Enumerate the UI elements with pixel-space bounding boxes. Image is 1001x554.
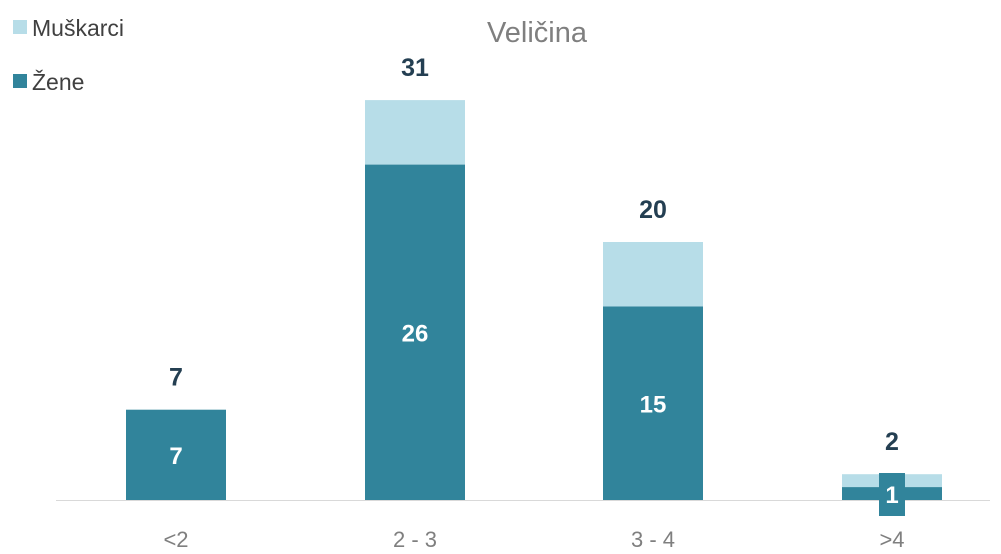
zene-data-label: 1 (885, 482, 898, 509)
x-tick-label: <2 (163, 527, 188, 552)
total-data-label: 7 (169, 364, 183, 392)
legend-swatch-zene (13, 74, 27, 88)
x-tick-label: >4 (879, 527, 904, 552)
bar-zene (126, 409, 226, 500)
data-labels-layer: 7 7 31 26 20 15 2 1 (169, 54, 905, 516)
chart-title: Veličina (487, 17, 588, 49)
x-tick-label: 3 - 4 (631, 527, 675, 552)
legend-swatch-muskarci (13, 20, 27, 34)
x-tick-label: 2 - 3 (393, 527, 437, 552)
bar-zene (365, 164, 465, 500)
zene-data-label: 26 (402, 320, 429, 347)
legend-label-zene: Žene (32, 69, 84, 95)
x-axis-ticks: <2 2 - 3 3 - 4 >4 (163, 527, 904, 552)
total-data-label: 31 (401, 54, 429, 82)
total-data-label: 2 (885, 428, 899, 456)
bar-zene (603, 306, 703, 500)
bar-muskarci (365, 100, 465, 165)
data-label-box (879, 473, 905, 516)
zene-data-label: 15 (640, 391, 667, 418)
legend-label-muskarci: Muškarci (32, 15, 124, 41)
total-data-label: 20 (639, 196, 667, 224)
bars-layer (126, 100, 942, 500)
legend: Muškarci Žene (13, 15, 124, 95)
zene-data-label: 7 (169, 443, 182, 470)
bar-muskarci (603, 242, 703, 307)
